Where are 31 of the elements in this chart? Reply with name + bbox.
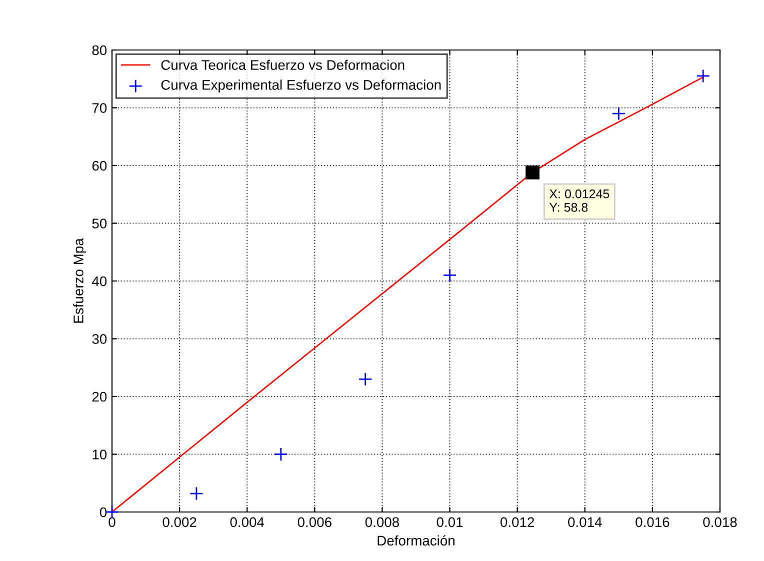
x-tick-label: 0.012	[500, 517, 534, 528]
y-tick-label: 20	[92, 392, 107, 402]
point	[612, 106, 626, 120]
y-tick-label: 80	[92, 45, 107, 56]
annotation: X: 0.01245 Y: 58.8	[549, 189, 610, 212]
point	[358, 372, 372, 386]
y-tick-label: 50	[92, 218, 107, 228]
x-tick-label: 0.016	[636, 517, 670, 528]
y-tick-label: 60	[92, 160, 107, 171]
x-tick-label: 0.018	[703, 517, 737, 528]
legend-label: Curva Experimental Esfuerzo vs Deformacion	[161, 80, 441, 93]
point	[190, 486, 204, 500]
x-tick-label: 0	[108, 517, 116, 528]
y-tick-label: 30	[92, 334, 107, 344]
y-tick-label: 40	[92, 276, 107, 286]
x-tick-label: 0.014	[568, 517, 602, 528]
y-tick-label: 10	[92, 450, 107, 460]
point	[442, 268, 457, 282]
x-tick-label: 0.006	[298, 517, 332, 528]
x-tick-label: 0.002	[162, 517, 196, 528]
x-axis-title: Deformación	[378, 535, 454, 546]
line-series	[112, 76, 704, 512]
x-tick-label: 0.008	[365, 517, 399, 528]
y-tick-label: 0	[100, 507, 107, 518]
x-tick-label: 0.01	[436, 517, 463, 528]
y-tick-label: 70	[92, 103, 107, 113]
point	[274, 447, 288, 462]
point	[696, 69, 710, 83]
x-tick-label: 0.004	[230, 517, 264, 528]
y-axis-title: Esfuerzo Mpa	[73, 238, 86, 323]
legend-label: Curva Teorica Esfuerzo vs Deformacion	[161, 60, 404, 70]
